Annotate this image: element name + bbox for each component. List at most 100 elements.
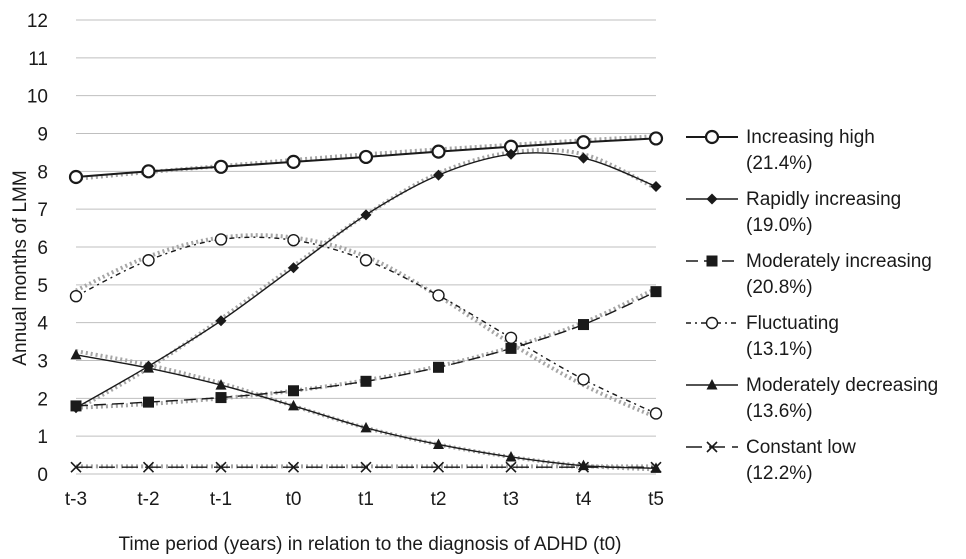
series-fluctuating bbox=[69, 233, 663, 420]
data-point-marker bbox=[360, 375, 372, 387]
y-tick-label: 7 bbox=[37, 200, 48, 221]
y-tick-label: 11 bbox=[28, 49, 48, 70]
series-moderately-decreasing bbox=[70, 348, 662, 473]
data-point-marker bbox=[648, 131, 664, 146]
x-tick-label: t5 bbox=[648, 489, 664, 510]
series-line bbox=[75, 354, 657, 470]
legend-series-name: Constant low bbox=[746, 437, 856, 458]
data-point-marker bbox=[288, 399, 299, 411]
data-point-marker bbox=[70, 348, 82, 360]
legend-item: Moderately increasing (20.8%) bbox=[686, 251, 932, 298]
data-point-marker bbox=[504, 331, 518, 344]
data-point-marker bbox=[142, 254, 155, 267]
y-tick-label: 5 bbox=[37, 276, 48, 297]
y-tick-label: 8 bbox=[37, 162, 48, 183]
series-increasing-high bbox=[68, 131, 664, 185]
data-point-marker bbox=[433, 361, 444, 373]
y-tick-label: 10 bbox=[27, 87, 48, 108]
data-point-marker bbox=[576, 135, 591, 150]
data-point-marker bbox=[70, 461, 82, 473]
data-point-marker bbox=[214, 233, 228, 246]
fitted-curve bbox=[75, 233, 657, 420]
data-point-marker bbox=[432, 461, 445, 473]
x-tick-label: t0 bbox=[286, 489, 302, 510]
data-point-marker bbox=[650, 180, 662, 192]
series-line bbox=[75, 291, 657, 407]
data-point-marker bbox=[286, 154, 301, 169]
series-line bbox=[75, 152, 657, 409]
data-point-marker bbox=[142, 461, 155, 473]
data-point-marker bbox=[577, 461, 590, 473]
data-point-marker bbox=[505, 148, 517, 160]
x-axis-title: Time period (years) in relation to the d… bbox=[118, 534, 621, 555]
data-point-marker bbox=[505, 342, 517, 354]
data-point-marker bbox=[143, 396, 154, 408]
data-point-marker bbox=[358, 149, 374, 165]
data-point-marker bbox=[705, 316, 719, 330]
data-point-marker bbox=[213, 159, 229, 174]
data-point-marker bbox=[215, 461, 227, 473]
data-point-marker bbox=[215, 392, 227, 404]
legend-series-share: (13.1%) bbox=[746, 339, 813, 360]
legend-series-share: (12.2%) bbox=[746, 463, 813, 484]
data-point-marker bbox=[70, 400, 82, 412]
data-point-marker bbox=[141, 164, 156, 179]
legend-series-share: (19.0%) bbox=[746, 215, 813, 236]
data-point-marker bbox=[706, 441, 718, 453]
data-point-marker bbox=[433, 438, 444, 449]
series-moderately-increasing bbox=[70, 286, 662, 412]
y-tick-label: 2 bbox=[37, 389, 48, 410]
x-axis-ticks: t-3 t-2 t-1 t0 t1 t2 t3 t4 t5 bbox=[65, 489, 664, 510]
x-tick-label: t1 bbox=[358, 489, 374, 510]
legend-series-share: (20.8%) bbox=[746, 277, 813, 298]
data-point-marker bbox=[578, 152, 589, 164]
x-tick-label: t3 bbox=[503, 489, 519, 510]
legend-item: Rapidly increasing (19.0%) bbox=[686, 189, 901, 236]
series-constant-low bbox=[70, 461, 662, 473]
data-point-marker bbox=[577, 373, 590, 386]
data-point-marker bbox=[650, 461, 662, 473]
x-tick-label: t-1 bbox=[210, 489, 232, 510]
data-point-marker bbox=[432, 289, 445, 302]
data-point-marker bbox=[360, 209, 372, 221]
data-point-marker bbox=[706, 193, 718, 205]
data-point-marker bbox=[650, 286, 662, 298]
legend-series-share: (13.6%) bbox=[746, 401, 813, 422]
data-point-marker bbox=[431, 144, 446, 159]
data-point-marker bbox=[578, 319, 589, 331]
legend-series-name: Increasing high bbox=[746, 127, 875, 148]
grid-lines bbox=[76, 19, 656, 475]
x-tick-label: t4 bbox=[576, 489, 592, 510]
legend-item: Increasing high (21.4%) bbox=[686, 127, 875, 174]
legend-series-name: Rapidly increasing bbox=[746, 189, 901, 210]
data-point-marker bbox=[360, 461, 372, 473]
data-point-marker bbox=[287, 233, 300, 247]
y-tick-label: 4 bbox=[37, 314, 48, 335]
fitted-curve bbox=[75, 349, 657, 472]
data-point-marker bbox=[360, 421, 372, 433]
y-tick-label: 9 bbox=[37, 125, 48, 146]
data-point-marker bbox=[704, 129, 720, 145]
data-point-marker bbox=[215, 379, 227, 390]
x-tick-label: t-3 bbox=[65, 489, 87, 510]
x-tick-label: t2 bbox=[431, 489, 447, 510]
data-point-marker bbox=[288, 262, 299, 274]
data-point-marker bbox=[143, 362, 154, 373]
legend-series-name: Moderately decreasing bbox=[746, 375, 938, 396]
series-lines bbox=[68, 131, 664, 473]
data-point-marker bbox=[649, 407, 663, 420]
data-point-marker bbox=[69, 289, 83, 303]
y-tick-label: 1 bbox=[37, 427, 48, 448]
y-tick-label: 12 bbox=[27, 11, 48, 32]
data-point-marker bbox=[288, 385, 299, 397]
legend-item: Fluctuating (13.1%) bbox=[686, 313, 839, 360]
legend-item: Moderately decreasing (13.6%) bbox=[686, 375, 938, 422]
data-point-marker bbox=[215, 315, 227, 327]
data-point-marker bbox=[505, 450, 517, 462]
x-tick-label: t-2 bbox=[137, 489, 159, 510]
legend: Increasing high (21.4%) Rapidly increasing… bbox=[686, 127, 938, 484]
legend-series-name: Moderately increasing bbox=[746, 251, 932, 272]
